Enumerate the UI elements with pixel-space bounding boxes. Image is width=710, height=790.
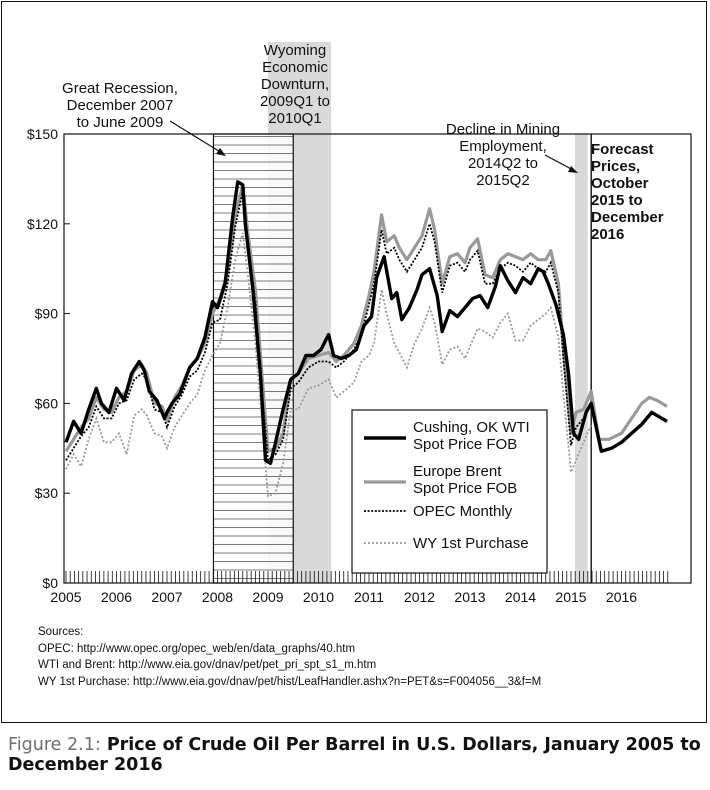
sources-heading: Sources: — [38, 626, 84, 638]
figure-title: Price of Crude Oil Per Barrel in U.S. Do… — [8, 735, 701, 775]
x-tick-label: 2012 — [404, 589, 435, 605]
series-line-wy — [65, 232, 593, 498]
figure-caption: Figure 2.1: Price of Crude Oil Per Barre… — [8, 735, 703, 775]
annotation-wyoming-downturn: Wyoming Economic Downturn, 2009Q1 to 2010Q1 — [260, 42, 330, 127]
source-line-wti-brent: WTI and Brent: http://www.eia.gov/dnav/p… — [38, 659, 377, 671]
legend-label-wy: WY 1st Purchase — [413, 535, 529, 552]
sources-block: Sources: OPEC: http://www.opec.org/opec_… — [38, 624, 678, 690]
oil-price-chart: $0 $30 $60 $90 $120 $150 2005 2006 2007 2008 2009 2… — [27, 42, 692, 605]
legend-label-wti: Cushing, OK WTI Spot Price FOB — [413, 419, 530, 453]
x-tick-label: 2007 — [151, 589, 182, 605]
x-tick-label: 2011 — [354, 589, 384, 605]
great-recession-box — [212, 133, 294, 584]
x-tick-label: 2009 — [252, 589, 283, 605]
x-tick-label: 2008 — [202, 589, 233, 605]
x-tick-label: 2016 — [606, 589, 637, 605]
annotation-arrow-mining — [544, 154, 574, 171]
legend-label-opec: OPEC Monthly — [413, 503, 513, 520]
figure-frame — [1, 1, 707, 723]
x-tick-label: 2006 — [101, 589, 132, 605]
source-line-opec: OPEC: http://www.opec.org/opec_web/en/da… — [38, 642, 356, 655]
annotation-mining-decline: Decline in Mining Employment, 2014Q2 to 201… — [446, 121, 560, 189]
annotation-great-recession: Great Recession, December 2007 to June 200… — [62, 80, 178, 131]
series-line-wti — [64, 180, 668, 465]
x-tick-label: 2013 — [454, 589, 485, 605]
x-tick-label: 2005 — [50, 589, 81, 605]
x-tick-label: 2014 — [505, 589, 536, 605]
annotation-arrow-recession — [169, 120, 223, 154]
annotation-forecast: Forecast Prices, October 2015 to December 201… — [591, 141, 664, 243]
series-line-brent — [64, 183, 668, 453]
y-tick-label: $0 — [42, 575, 58, 591]
source-line-wy: WY 1st Purchase: http://www.eia.gov/dnav… — [38, 675, 542, 688]
annotation-arrowhead-recession — [216, 148, 226, 156]
y-tick-label: $150 — [27, 126, 58, 142]
x-tick-label: 2015 — [555, 589, 586, 605]
mining-decline-band — [575, 134, 588, 583]
y-tick-label: $30 — [35, 485, 59, 501]
legend-label-brent: Europe Brent Spot Price FOB — [413, 463, 517, 497]
y-tick-label: $90 — [35, 306, 59, 322]
y-tick-label: $120 — [27, 216, 58, 232]
y-tick-label: $60 — [35, 395, 59, 411]
figure-label: Figure 2.1: — [8, 735, 101, 755]
annotation-arrowhead-mining — [568, 166, 578, 173]
x-tick-label: 2010 — [303, 589, 334, 605]
series-line-opec — [65, 190, 593, 463]
